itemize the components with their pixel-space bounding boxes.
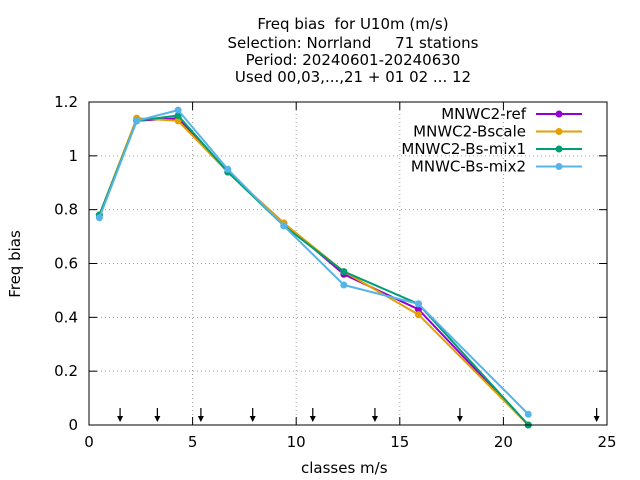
legend-marker [555, 163, 563, 170]
x-tick-label: 0 [84, 433, 94, 451]
data-point [174, 106, 182, 114]
legend-label: MNWC2-ref [441, 105, 526, 123]
series-layer [95, 106, 532, 429]
y-tick-label: 1 [68, 147, 78, 165]
data-point [340, 268, 348, 276]
class-limit-arrows [117, 408, 600, 422]
data-point [414, 300, 422, 308]
class-limit-arrowhead [197, 416, 204, 422]
data-point [524, 410, 532, 418]
legend-marker [555, 128, 563, 135]
chart-title-line-2: Selection: Norrland 71 stations [227, 34, 479, 52]
x-tick-label: 25 [597, 433, 616, 451]
y-tick-label: 0 [68, 416, 78, 434]
y-axis-label: Freq bias [6, 230, 24, 298]
y-tick-label: 0.2 [54, 362, 78, 380]
class-limit-arrowhead [456, 416, 463, 422]
data-point [280, 222, 288, 230]
x-tick-label: 20 [494, 433, 513, 451]
legend-marker [555, 145, 563, 153]
class-limit-arrowhead [154, 416, 161, 422]
x-tick-label: 5 [188, 433, 198, 451]
class-limit-arrowhead [249, 416, 256, 422]
chart-title-line-4: Used 00,03,...,21 + 01 02 ... 12 [234, 68, 472, 86]
y-tick-label: 0.8 [54, 201, 78, 219]
legend: MNWC2-refMNWC2-BscaleMNWC2-Bs-mix1MNWC-B… [401, 105, 582, 176]
series-line [98, 109, 530, 415]
class-limit-arrowhead [117, 416, 124, 422]
x-tick-label: 15 [390, 433, 409, 451]
data-point [95, 214, 103, 222]
data-point [224, 165, 232, 173]
axis-ticks: 0 0.2 0.4 0.6 0.8 1 1.2 0 5 10 15 20 25 [54, 93, 616, 451]
legend-label: MNWC2-Bs-mix1 [401, 140, 526, 158]
class-limit-arrowhead [593, 416, 600, 422]
data-point [133, 117, 141, 125]
class-limit-arrowhead [371, 416, 378, 422]
x-axis-label: classes m/s [301, 459, 388, 477]
data-point [340, 281, 348, 289]
legend-marker [555, 110, 563, 118]
y-tick-label: 0.4 [54, 308, 78, 326]
x-tick-label: 10 [287, 433, 306, 451]
legend-label: MNWC2-Bscale [413, 123, 526, 141]
data-point [414, 311, 422, 319]
chart-title-line-1: Freq bias for U10m (m/s) [257, 15, 449, 33]
legend-label: MNWC-Bs-mix2 [411, 158, 526, 176]
y-tick-label: 0.6 [54, 255, 78, 273]
chart-title-line-3: Period: 20240601-20240630 [245, 51, 461, 69]
class-limit-arrowhead [309, 416, 316, 422]
grid [89, 102, 607, 425]
data-point [414, 305, 422, 313]
y-tick-label: 1.2 [54, 93, 78, 111]
data-point [174, 117, 182, 125]
